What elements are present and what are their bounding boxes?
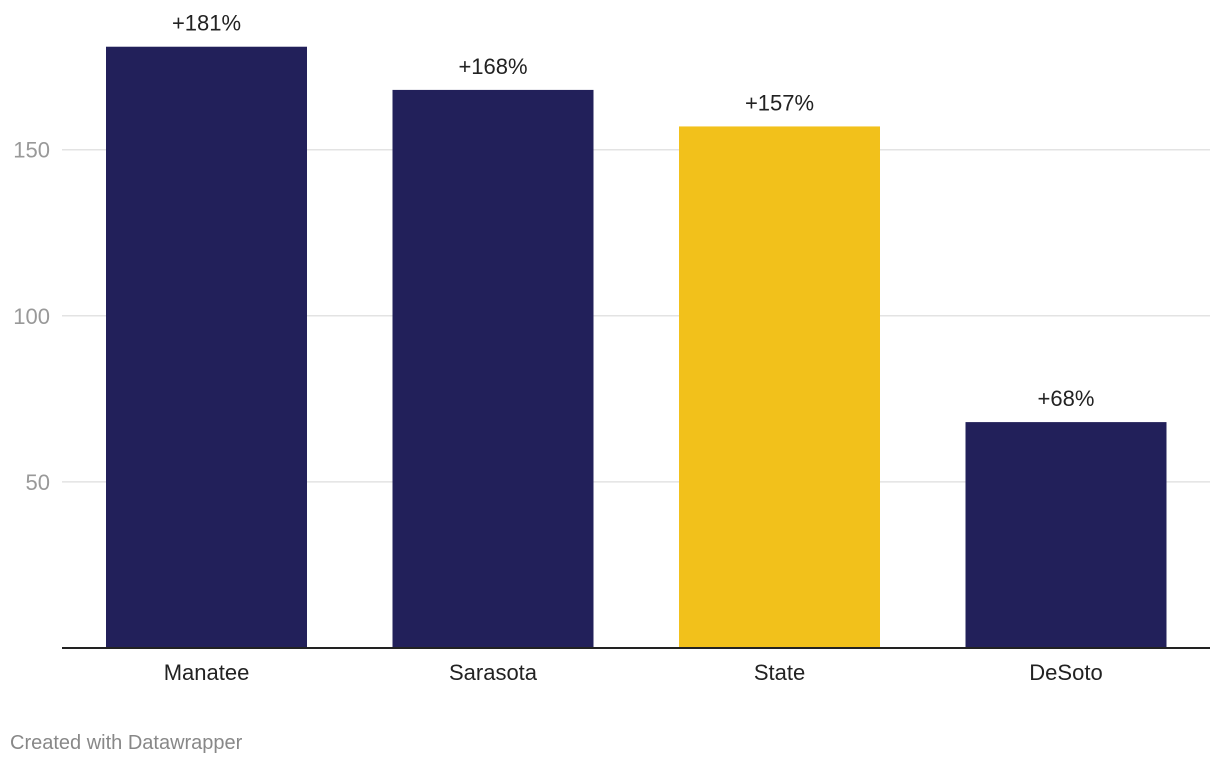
category-label-desoto: DeSoto xyxy=(1029,660,1102,685)
bar-manatee xyxy=(106,46,307,648)
y-tick-label-50: 50 xyxy=(26,470,50,495)
bar-sarasota xyxy=(392,89,594,649)
bar-chart: +181% +168% +157% +68% Manatee Sarasota State… xyxy=(13,11,1210,685)
bar-desoto xyxy=(965,422,1167,648)
bar-state xyxy=(679,126,880,649)
footer-credit: Created with Datawrapper xyxy=(10,732,243,754)
value-label-manatee: +181% xyxy=(172,11,241,36)
category-label-state: State xyxy=(754,660,805,685)
value-label-desoto: +68% xyxy=(1038,386,1095,411)
y-tick-labels: 50 100 150 xyxy=(13,138,50,495)
value-labels: +181% +168% +157% +68% xyxy=(172,11,1095,411)
category-label-sarasota: Sarasota xyxy=(449,660,538,685)
value-label-sarasota: +168% xyxy=(458,54,527,79)
category-labels: Manatee Sarasota State DeSoto xyxy=(164,660,1103,685)
y-tick-label-100: 100 xyxy=(13,304,50,329)
bars xyxy=(106,46,1167,649)
value-label-state: +157% xyxy=(745,90,814,115)
category-label-manatee: Manatee xyxy=(164,660,250,685)
y-tick-label-150: 150 xyxy=(13,138,50,163)
